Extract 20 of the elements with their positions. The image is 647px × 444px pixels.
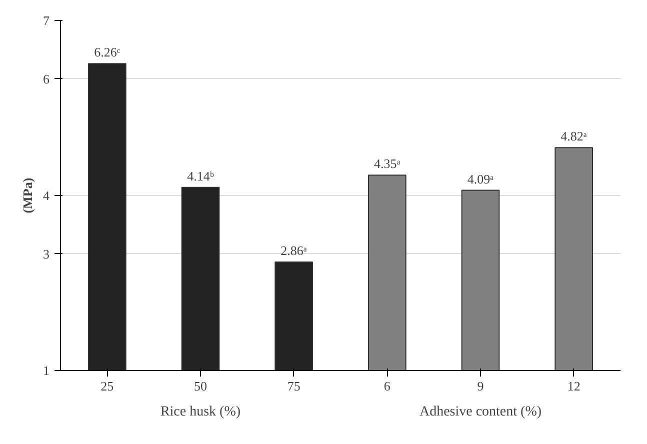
text: Rice husk (%)	[160, 404, 241, 420]
data-label: 4.82ᵃ	[560, 128, 588, 144]
y-tick-label: 1	[43, 363, 50, 378]
y-axis-title: (MPa)	[20, 178, 35, 214]
data-label: 4.35ᵃ	[374, 156, 401, 172]
text: Adhesive content (%)	[419, 404, 542, 420]
y-tick-label: 4	[43, 188, 50, 203]
x-tick-label: 25	[100, 378, 114, 394]
x-tick-label: 9	[477, 378, 484, 394]
data-label: 4.14ᵇ	[187, 168, 214, 184]
y-tick-label: 7	[43, 13, 50, 28]
data-label: 2.86ᵃ	[280, 243, 308, 258]
x-tick-label: 75	[287, 378, 300, 394]
data-label: 4.09ᵃ	[467, 171, 494, 186]
x-tick-label: 6	[384, 378, 391, 394]
data-label: 6.26ᶜ	[94, 44, 121, 60]
y-tick-label: 3	[43, 246, 50, 262]
y-tick-label: 6	[43, 71, 50, 86]
x-tick-label: 50	[194, 378, 207, 394]
x-tick-label: 12	[567, 378, 580, 394]
